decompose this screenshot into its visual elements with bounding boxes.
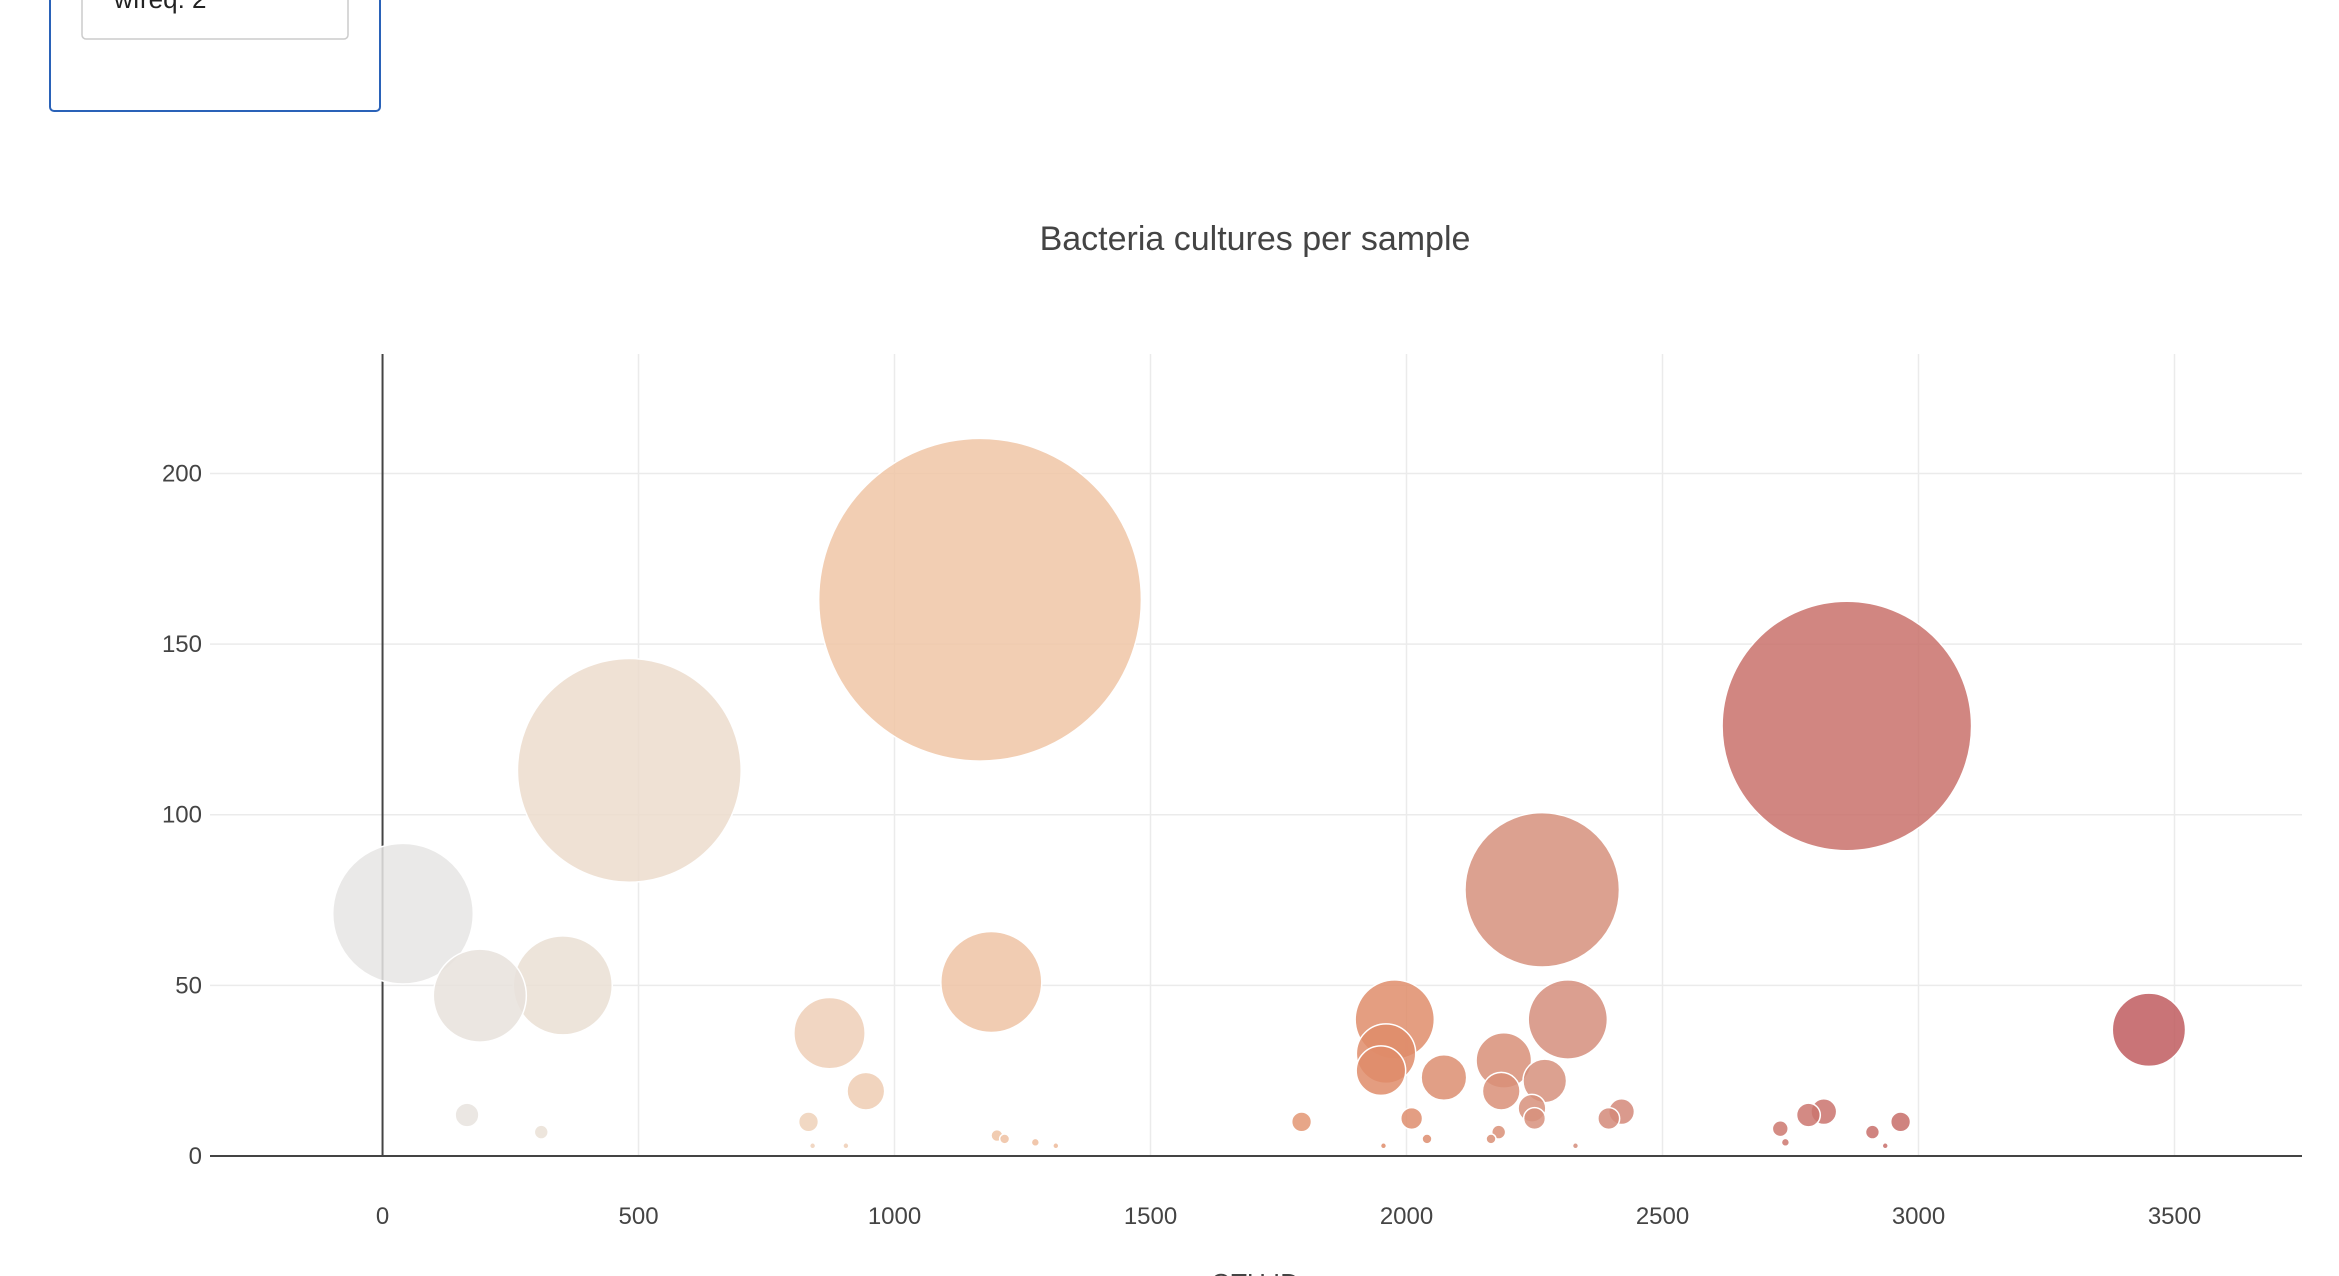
y-tick-label: 50 (175, 972, 202, 999)
bubble (808, 1142, 817, 1150)
bubble (1481, 1071, 1521, 1111)
bubble (1485, 1133, 1497, 1145)
x-tick-label: 1500 (1124, 1203, 1177, 1230)
y-tick-label: 150 (162, 631, 202, 658)
bubble (998, 1133, 1011, 1145)
bubble (1721, 600, 1973, 852)
bubble (817, 437, 1143, 762)
dropdown-label: wfreq: 2 (113, 0, 207, 14)
bubble (1400, 1106, 1424, 1131)
y-tick-label: 200 (162, 460, 202, 487)
bubble (1780, 1137, 1791, 1148)
bubble (940, 930, 1043, 1034)
bubble (1464, 811, 1621, 968)
bubble (1527, 979, 1609, 1060)
bubble (1355, 1045, 1407, 1097)
bubble (1379, 1142, 1388, 1150)
y-tick-label: 0 (189, 1143, 202, 1170)
bubble (1052, 1142, 1060, 1150)
bubble (846, 1071, 886, 1111)
bubble (331, 842, 475, 985)
bubble (533, 1124, 549, 1140)
x-axis-title: OTU ID (1211, 1268, 1299, 1276)
bubble (1571, 1142, 1580, 1150)
bubble (432, 948, 528, 1043)
bubble (1522, 1106, 1547, 1131)
x-tick-label: 3000 (1892, 1203, 1945, 1230)
x-tick-label: 3500 (2148, 1203, 2201, 1230)
x-tick-label: 0 (376, 1203, 389, 1230)
bubble (2111, 992, 2187, 1068)
bubble (1420, 1053, 1468, 1102)
bubble (797, 1111, 820, 1133)
bubble (454, 1102, 480, 1128)
bubble (512, 935, 614, 1036)
dropdown-select[interactable] (81, 0, 349, 40)
x-tick-label: 2500 (1636, 1203, 1689, 1230)
x-tick-label: 500 (619, 1203, 659, 1230)
bubble (1864, 1124, 1881, 1140)
bubble (1881, 1142, 1889, 1150)
bubble (1421, 1133, 1433, 1145)
bubble (1290, 1111, 1313, 1133)
bubble (1795, 1102, 1822, 1128)
bubble (1889, 1111, 1912, 1133)
bubble (1771, 1120, 1789, 1138)
bubble (793, 996, 866, 1070)
bubble (842, 1142, 850, 1150)
bubble (1030, 1137, 1041, 1148)
y-tick-label: 100 (162, 802, 202, 829)
chart-title: Bacteria cultures per sample (1040, 220, 1471, 258)
bubble (1597, 1106, 1621, 1131)
x-tick-label: 1000 (868, 1203, 921, 1230)
x-tick-label: 2000 (1380, 1203, 1433, 1230)
bubble (516, 657, 742, 883)
